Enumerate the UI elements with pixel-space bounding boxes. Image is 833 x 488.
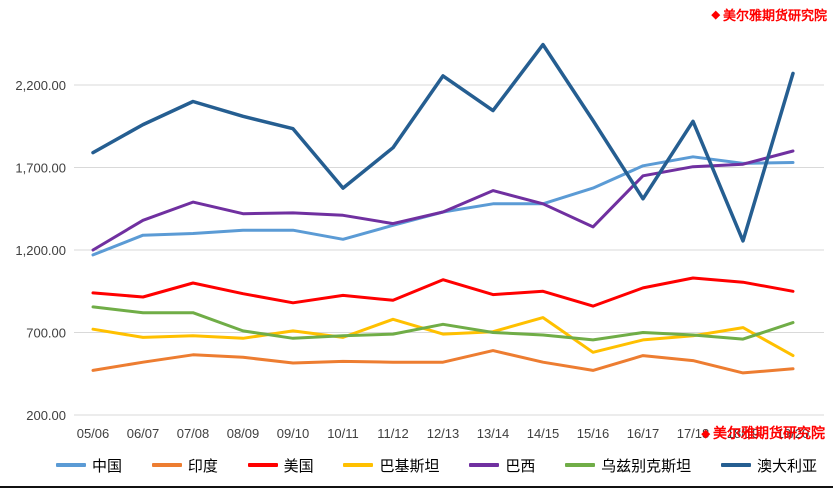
- legend-label-india: 印度: [187, 457, 218, 475]
- legend-item-pakistan: 巴基斯坦: [343, 455, 440, 476]
- legend: 中国 印度 美国 巴基斯坦 巴西 乌兹别克斯坦 澳大利亚: [0, 447, 833, 483]
- legend-swatch-china: [56, 463, 86, 467]
- legend-item-brazil: 巴西: [469, 455, 535, 476]
- x-tick-label: 16/17: [627, 426, 660, 441]
- x-tick-label: 18/19: [727, 426, 760, 441]
- x-tick-label: 09/10: [277, 426, 310, 441]
- legend-swatch-brazil: [469, 463, 500, 467]
- watermark-top: ◆ 美尔雅期货研究院: [712, 5, 827, 24]
- y-tick-label: 2,200.00: [15, 78, 66, 93]
- watermark-text: 美尔雅期货研究院: [722, 8, 827, 23]
- x-tick-label: 11/12: [377, 426, 409, 441]
- legend-label-usa: 美国: [283, 457, 314, 475]
- legend-item-usa: 美国: [247, 455, 314, 476]
- x-tick-label: 19/20: [777, 426, 810, 441]
- legend-swatch-australia: [720, 463, 751, 467]
- legend-swatch-pakistan: [343, 463, 374, 467]
- line-chart: 200.00 700.00 1,200.00 1,700.00 2,200.00 05/0…: [15, 42, 824, 441]
- series-line-australia: [91, 42, 795, 243]
- watermark-bottom: ◆ 美尔雅期货研究院: [702, 423, 825, 443]
- legend-item-india: 印度: [151, 455, 218, 476]
- series-line-china: [91, 155, 795, 257]
- legend-swatch-uzbekistan: [565, 463, 596, 467]
- x-tick-label: 07/08: [177, 426, 210, 441]
- y-tick-label: 1,700.00: [15, 161, 66, 176]
- legend-label-uzbekistan: 乌兹别克斯坦: [601, 457, 692, 475]
- series-line-pakistan: [91, 316, 795, 358]
- legend-label-brazil: 巴西: [505, 457, 536, 475]
- x-tick-label: 12/13: [427, 426, 460, 441]
- legend-label-china: 中国: [92, 457, 123, 475]
- series-line-brazil: [91, 149, 795, 252]
- x-tick-label: 14/15: [527, 426, 560, 441]
- x-tick-label: 15/16: [577, 426, 610, 441]
- x-tick-label: 06/07: [127, 426, 160, 441]
- watermark-text: 美尔雅期货研究院: [713, 425, 825, 441]
- y-tick-label: 1,200.00: [15, 243, 66, 258]
- legend-item-australia: 澳大利亚: [720, 455, 817, 476]
- series-line-india: [91, 349, 795, 375]
- legend-label-australia: 澳大利亚: [756, 457, 817, 475]
- brand-logo-icon: ◆: [711, 9, 720, 21]
- legend-label-pakistan: 巴基斯坦: [379, 457, 440, 475]
- series-line-uzbekistan: [91, 305, 795, 342]
- y-tick-label: 700.00: [26, 326, 66, 341]
- x-tick-label: 10/11: [327, 426, 359, 441]
- brand-logo-icon: ◆: [701, 427, 710, 440]
- legend-swatch-usa: [247, 463, 278, 467]
- x-tick-label: 08/09: [227, 426, 260, 441]
- x-tick-label: 05/06: [77, 426, 110, 441]
- legend-item-uzbekistan: 乌兹别克斯坦: [565, 455, 691, 476]
- legend-item-china: 中国: [56, 455, 122, 476]
- x-tick-label: 13/14: [477, 426, 510, 441]
- y-tick-label: 200.00: [26, 408, 66, 423]
- legend-swatch-india: [151, 463, 182, 467]
- series-line-usa: [91, 276, 795, 308]
- x-tick-label: 17/18: [677, 426, 710, 441]
- bottom-border: [0, 486, 833, 488]
